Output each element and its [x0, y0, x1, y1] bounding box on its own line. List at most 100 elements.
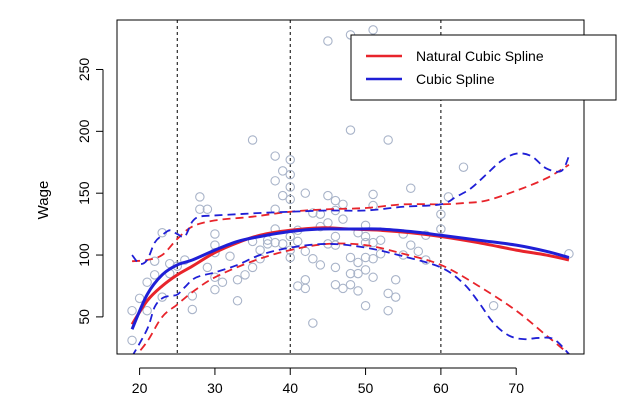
- data-point-31: [247, 135, 258, 145]
- y-tick-label-150: 150: [76, 181, 92, 205]
- legend-label-natural-cubic-spline: Natural Cubic Spline: [416, 48, 544, 64]
- data-point-43: [277, 239, 288, 249]
- y-axis-label: Wage: [35, 181, 52, 220]
- data-point-89: [360, 252, 371, 263]
- data-point-22: [210, 272, 220, 283]
- data-point-29: [247, 262, 258, 273]
- spline-series: [130, 152, 570, 354]
- x-tick-label-50: 50: [358, 380, 374, 396]
- data-point-44: [285, 155, 295, 165]
- data-point-102: [383, 305, 393, 316]
- data-point-96: [368, 253, 378, 264]
- data-point-73: [330, 195, 341, 206]
- data-point-108: [406, 240, 416, 250]
- data-point-83: [353, 268, 363, 279]
- data-point-94: [368, 189, 378, 200]
- data-point-68: [330, 279, 341, 290]
- x-tick-label-60: 60: [433, 380, 449, 396]
- data-point-34: [262, 239, 273, 249]
- data-point-18: [202, 262, 213, 273]
- data-point-47: [285, 194, 295, 205]
- data-point-13: [187, 304, 198, 315]
- data-point-55: [300, 283, 311, 294]
- data-point-15: [195, 192, 205, 202]
- data-point-76: [338, 199, 348, 210]
- data-point-61: [315, 260, 326, 270]
- data-point-90: [360, 265, 371, 275]
- data-point-45: [285, 169, 295, 180]
- data-point-1: [127, 305, 137, 316]
- y-tick-label-250: 250: [76, 58, 92, 82]
- data-point-54: [300, 275, 311, 285]
- data-point-67: [323, 190, 333, 201]
- y-tick-label-50: 50: [76, 309, 92, 325]
- data-point-85: [353, 257, 363, 268]
- x-tick-label-40: 40: [282, 380, 298, 396]
- data-point-104: [390, 275, 401, 285]
- data-point-75: [338, 214, 348, 224]
- y-tick-label-100: 100: [76, 243, 92, 267]
- data-point-25: [225, 251, 235, 262]
- data-point-84: [353, 286, 363, 296]
- data-point-3: [142, 305, 152, 316]
- series-cubic-spline: [130, 227, 570, 330]
- data-point-112: [436, 209, 446, 219]
- data-point-19: [210, 229, 220, 239]
- x-tick-label-30: 30: [207, 380, 223, 396]
- data-point-6: [149, 256, 160, 266]
- data-point-117: [564, 249, 574, 259]
- x-tick-label-70: 70: [508, 380, 524, 396]
- data-point-38: [270, 237, 280, 248]
- data-point-103: [390, 292, 401, 302]
- data-point-46: [285, 182, 295, 192]
- legend: Natural Cubic Spline Cubic Spline: [350, 34, 617, 101]
- data-point-59: [308, 208, 318, 218]
- data-point-98: [375, 235, 386, 245]
- data-point-4: [142, 277, 152, 288]
- x-tick-label-20: 20: [132, 380, 148, 396]
- data-point-58: [308, 318, 318, 328]
- data-point-37: [270, 176, 280, 186]
- data-point-107: [406, 183, 416, 193]
- data-point-81: [345, 125, 356, 135]
- data-point-100: [383, 135, 393, 145]
- data-point-28: [240, 270, 250, 280]
- legend-label-cubic-spline: Cubic Spline: [416, 71, 495, 87]
- data-point-116: [488, 301, 499, 311]
- data-point-56: [300, 188, 311, 198]
- data-point-36: [270, 151, 280, 161]
- data-point-91: [360, 301, 371, 311]
- data-point-5: [149, 270, 160, 280]
- data-point-72: [330, 205, 341, 216]
- plot-frame: [116, 19, 585, 355]
- data-point-23: [210, 284, 220, 295]
- data-point-64: [323, 36, 333, 46]
- data-point-74: [338, 283, 348, 294]
- data-point-33: [255, 245, 265, 255]
- axes: 20 30 40 50 60 70 50 100 150 200 250: [76, 19, 585, 396]
- series-natural-cubic-spline-lower: [136, 242, 570, 354]
- legend-box: [350, 34, 617, 101]
- y-tick-label-200: 200: [76, 119, 92, 143]
- data-point-16: [195, 204, 205, 215]
- data-point-66: [323, 218, 333, 228]
- data-point-50: [285, 252, 295, 263]
- data-point-17: [202, 204, 213, 215]
- data-point-0: [127, 335, 137, 346]
- series-cubic-spline-lower: [132, 242, 570, 354]
- data-point-49: [285, 245, 295, 255]
- series-natural-cubic-spline-upper: [131, 163, 570, 263]
- data-point-69: [330, 262, 341, 273]
- data-point-97: [368, 272, 378, 283]
- data-point-113: [436, 224, 446, 234]
- data-point-27: [232, 275, 243, 285]
- data-point-109: [413, 246, 424, 257]
- data-point-86: [360, 231, 371, 242]
- series-cubic-spline-upper: [131, 152, 570, 265]
- data-point-92: [368, 25, 378, 35]
- data-point-24: [217, 277, 228, 288]
- data-point-41: [277, 166, 288, 176]
- data-point-99: [375, 249, 386, 259]
- data-point-42: [277, 190, 288, 201]
- data-point-71: [330, 231, 341, 242]
